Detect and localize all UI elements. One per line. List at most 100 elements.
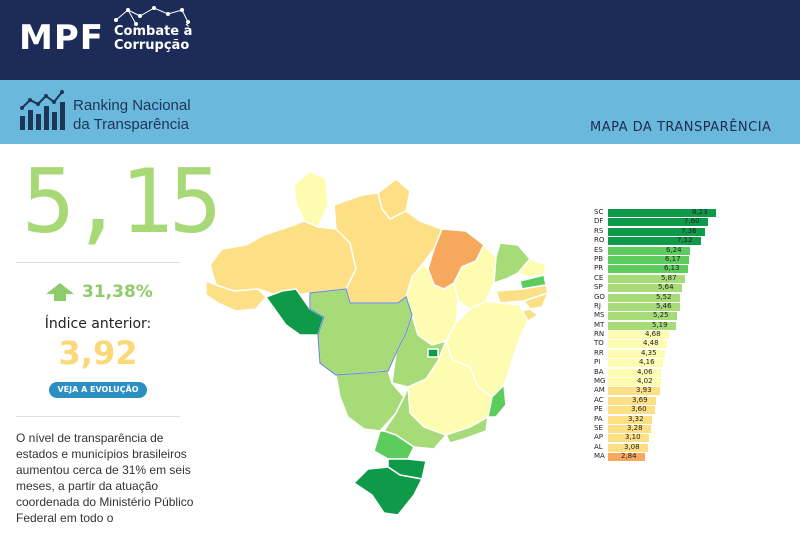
ranking-bar[interactable] bbox=[608, 255, 689, 264]
ranking-bar[interactable] bbox=[608, 387, 660, 396]
ranking-value-label: 8,23 bbox=[692, 208, 708, 216]
ranking-value-label: 7,36 bbox=[681, 226, 697, 235]
state-ce[interactable] bbox=[493, 242, 531, 284]
ranking-bar[interactable] bbox=[608, 321, 676, 330]
ranking-state-label: RO bbox=[594, 236, 605, 245]
see-evolution-button[interactable]: VEJA A EVOLUÇÃO bbox=[49, 382, 147, 398]
ranking-bar[interactable] bbox=[608, 246, 690, 255]
ranking-bar[interactable] bbox=[608, 265, 688, 274]
ranking-value-label: 5,25 bbox=[653, 311, 669, 320]
ranking-state-label: AC bbox=[594, 395, 604, 404]
divider bbox=[16, 416, 180, 417]
state-pr[interactable] bbox=[373, 430, 415, 460]
bar-chart-icon bbox=[20, 90, 65, 130]
ranking-value-label: 7,60 bbox=[684, 217, 700, 226]
state-ac[interactable] bbox=[205, 280, 267, 312]
ranking-row[interactable]: PE 3,60 bbox=[588, 405, 748, 415]
ranking-bar[interactable] bbox=[608, 434, 649, 443]
ranking-row[interactable]: MS 5,25 bbox=[588, 311, 748, 321]
ranking-bar[interactable] bbox=[608, 443, 648, 452]
ranking-bar[interactable] bbox=[608, 453, 645, 462]
ranking-bar[interactable] bbox=[608, 406, 655, 415]
ranking-bar[interactable] bbox=[608, 415, 652, 424]
ranking-state-label: PE bbox=[594, 405, 603, 414]
ranking-row[interactable]: PI 4,16 bbox=[588, 358, 748, 368]
ranking-row[interactable]: AL 3,08 bbox=[588, 443, 748, 452]
state-rn[interactable] bbox=[517, 258, 547, 278]
ranking-row[interactable]: PA 3,32 bbox=[588, 415, 748, 424]
ranking-row[interactable]: SC 8,23 bbox=[588, 208, 748, 217]
ranking-row[interactable]: AM 3,93 bbox=[588, 386, 748, 396]
ranking-value-label: 3,32 bbox=[628, 414, 644, 423]
ranking-bar[interactable] bbox=[608, 340, 667, 349]
ranking-state-label: RN bbox=[594, 330, 605, 339]
state-rj[interactable] bbox=[445, 416, 489, 444]
ranking-row[interactable]: MA 2,84 bbox=[588, 452, 748, 462]
ranking-row[interactable]: RO 7,12 bbox=[588, 236, 748, 246]
ranking-bar[interactable] bbox=[608, 312, 677, 321]
ranking-row[interactable]: AC 3,69 bbox=[588, 396, 748, 405]
state-al[interactable] bbox=[523, 292, 549, 310]
ranking-bar[interactable] bbox=[608, 284, 682, 293]
state-df[interactable] bbox=[427, 348, 439, 358]
divider bbox=[16, 262, 180, 263]
ranking-state-label: PR bbox=[594, 264, 604, 273]
ranking-state-label: AM bbox=[594, 386, 605, 395]
ranking-value-label: 2,84 bbox=[621, 452, 637, 461]
mpf-logo[interactable]: MPF bbox=[19, 18, 104, 58]
ranking-value-label: 6,17 bbox=[665, 254, 681, 263]
ranking-row[interactable]: PR 6,13 bbox=[588, 264, 748, 274]
ranking-row[interactable]: TO 4,48 bbox=[588, 339, 748, 349]
selection-outline bbox=[309, 288, 413, 376]
ranking-state-label: MS bbox=[594, 311, 605, 320]
ranking-row[interactable]: SP 5,64 bbox=[588, 283, 748, 293]
brazil-map[interactable] bbox=[200, 165, 560, 520]
ranking-row[interactable]: SE 3,28 bbox=[588, 424, 748, 433]
ranking-row[interactable]: RR 4,35 bbox=[588, 349, 748, 358]
ranking-bar[interactable] bbox=[608, 424, 651, 433]
ranking-row[interactable]: GO 5,52 bbox=[588, 293, 748, 302]
state-am[interactable] bbox=[209, 220, 357, 298]
ranking-bar[interactable] bbox=[608, 368, 661, 377]
ranking-row[interactable]: MT 5,19 bbox=[588, 321, 748, 330]
growth-indicator: 31,38% bbox=[46, 282, 153, 302]
ranking-bar[interactable] bbox=[608, 237, 701, 246]
ranking-state-label: MA bbox=[594, 452, 605, 461]
ranking-value-label: 4,06 bbox=[637, 367, 653, 376]
ranking-bar[interactable] bbox=[608, 209, 716, 217]
ranking-bar[interactable] bbox=[608, 274, 685, 283]
ranking-value-label: 3,28 bbox=[627, 423, 643, 432]
ranking-value-label: 6,13 bbox=[664, 264, 680, 273]
ranking-state-label: MT bbox=[594, 320, 605, 329]
ranking-bar[interactable] bbox=[608, 218, 708, 227]
ranking-bar[interactable] bbox=[608, 302, 680, 311]
ranking-bar[interactable] bbox=[608, 359, 663, 368]
ranking-row[interactable]: RS 7,36 bbox=[588, 227, 748, 236]
ranking-bar[interactable] bbox=[608, 349, 665, 358]
ranking-row[interactable]: ES 6,24 bbox=[588, 246, 748, 255]
ranking-value-label: 4,16 bbox=[639, 358, 655, 367]
ranking-state-label: RR bbox=[594, 348, 604, 357]
state-rs[interactable] bbox=[353, 466, 423, 516]
state-es[interactable] bbox=[487, 384, 507, 418]
current-index-value: 5,15 bbox=[22, 150, 222, 253]
ranking-row[interactable]: RN 4,68 bbox=[588, 330, 748, 340]
ranking-row[interactable]: AP 3,10 bbox=[588, 433, 748, 443]
ranking-row[interactable]: RJ 5,46 bbox=[588, 302, 748, 311]
ranking-bar[interactable] bbox=[608, 331, 669, 340]
ranking-row[interactable]: PB 6,17 bbox=[588, 255, 748, 264]
ranking-value-label: 3,60 bbox=[631, 405, 647, 414]
ranking-bar[interactable] bbox=[608, 227, 705, 236]
ranking-value-label: 7,12 bbox=[677, 236, 693, 245]
ranking-row[interactable]: CE 5,87 bbox=[588, 274, 748, 283]
ranking-row[interactable]: BA 4,06 bbox=[588, 368, 748, 377]
state-rr[interactable] bbox=[293, 170, 329, 228]
ranking-bar[interactable] bbox=[608, 396, 656, 405]
ranking-value-label: 5,64 bbox=[658, 283, 674, 292]
ranking-row[interactable]: MG 4,02 bbox=[588, 377, 748, 387]
ranking-row[interactable]: DF 7,60 bbox=[588, 217, 748, 227]
ranking-state-label: SC bbox=[594, 208, 604, 216]
ranking-bar[interactable] bbox=[608, 378, 661, 387]
ranking-bar[interactable] bbox=[608, 293, 680, 302]
ranking-state-label: GO bbox=[594, 292, 605, 301]
